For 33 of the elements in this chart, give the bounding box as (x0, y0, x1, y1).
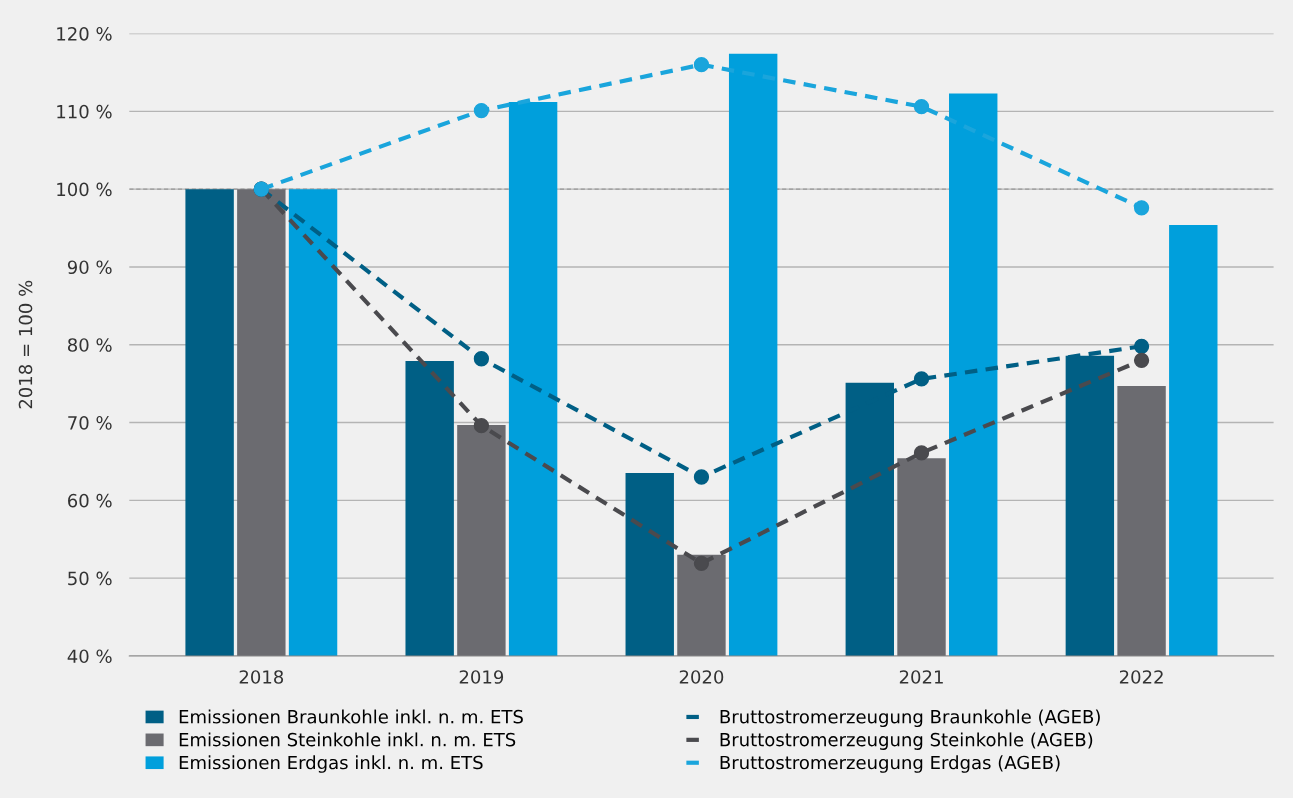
y-axis-title: 2018 = 100 % (18, 280, 33, 409)
x-tick-label: 2019 (459, 670, 504, 684)
y-tick-label: 50 % (68, 571, 112, 586)
point (473, 351, 490, 367)
legend-label: Emissionen Braunkohle inkl. n. m. ETS (179, 709, 523, 724)
y-tick-label: 80 % (67, 338, 112, 352)
y-tick-label: 120 % (57, 26, 112, 41)
point (473, 102, 490, 119)
point (1133, 352, 1150, 368)
point (693, 469, 710, 485)
point (693, 56, 710, 73)
point (913, 371, 930, 387)
y-tick-label: 100 % (57, 182, 112, 197)
x-tick-label: 2021 (899, 670, 943, 684)
x-tick-label: 2020 (679, 670, 724, 684)
legend-label: Bruttostromerzeugung Braunkohle (AGEB) (720, 709, 1100, 728)
y-tick-label: 110 % (57, 104, 112, 119)
point (1133, 338, 1150, 354)
point (1133, 200, 1150, 216)
point (913, 99, 930, 115)
y-tick-label: 70 % (68, 416, 112, 430)
point (473, 418, 490, 434)
x-tick-label: 2018 (239, 670, 284, 684)
legend-label: Bruttostromerzeugung Erdgas (AGEB) (720, 755, 1060, 773)
y-tick-label: 40 % (67, 649, 112, 664)
x-tick-label: 2022 (1119, 670, 1163, 684)
legend-label: Bruttostromerzeugung Steinkohle (AGEB) (720, 732, 1093, 750)
y-tick-label: 90 % (67, 260, 112, 275)
y-tick-label: 60 % (68, 493, 112, 508)
point (913, 445, 930, 461)
legend-label: Emissionen Steinkohle inkl. n. m. ETS (179, 732, 516, 747)
legend-label: Emissionen Erdgas inkl. n. m. ETS (179, 755, 483, 773)
point (693, 555, 710, 572)
